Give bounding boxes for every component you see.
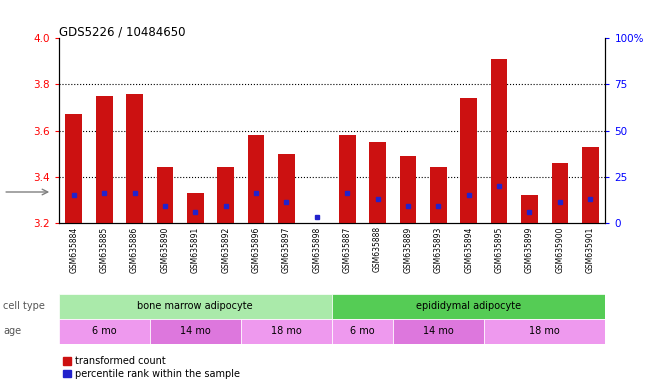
Bar: [65, 114, 82, 223]
Text: bone marrow adipocyte: bone marrow adipocyte: [137, 301, 253, 311]
Bar: [430, 167, 447, 223]
Bar: [156, 167, 173, 223]
Text: GSM635900: GSM635900: [555, 226, 564, 273]
Text: 14 mo: 14 mo: [180, 326, 211, 336]
Text: GSM635901: GSM635901: [586, 226, 595, 273]
Text: GSM635884: GSM635884: [69, 226, 78, 273]
Bar: [247, 135, 264, 223]
Text: GSM635887: GSM635887: [342, 226, 352, 273]
Text: GSM635888: GSM635888: [373, 226, 382, 272]
Legend: transformed count, percentile rank within the sample: transformed count, percentile rank withi…: [63, 356, 240, 379]
Bar: [582, 147, 599, 223]
Text: GSM635894: GSM635894: [464, 226, 473, 273]
Bar: [332, 319, 393, 344]
Bar: [59, 319, 150, 344]
Bar: [393, 319, 484, 344]
Bar: [460, 98, 477, 223]
Text: GSM635885: GSM635885: [100, 226, 109, 273]
Text: epididymal adipocyte: epididymal adipocyte: [416, 301, 521, 311]
Bar: [369, 142, 386, 223]
Text: GSM635895: GSM635895: [495, 226, 504, 273]
Text: cell type: cell type: [3, 301, 45, 311]
Text: GSM635891: GSM635891: [191, 226, 200, 273]
Text: 18 mo: 18 mo: [529, 326, 560, 336]
Text: GSM635896: GSM635896: [251, 226, 260, 273]
Text: GSM635889: GSM635889: [404, 226, 413, 273]
Text: GDS5226 / 10484650: GDS5226 / 10484650: [59, 25, 185, 38]
Bar: [551, 163, 568, 223]
Bar: [217, 167, 234, 223]
Text: GSM635899: GSM635899: [525, 226, 534, 273]
Text: GSM635898: GSM635898: [312, 226, 322, 273]
Bar: [241, 319, 332, 344]
Text: GSM635897: GSM635897: [282, 226, 291, 273]
Text: 18 mo: 18 mo: [271, 326, 302, 336]
Bar: [126, 94, 143, 223]
Bar: [484, 319, 605, 344]
Bar: [400, 156, 417, 223]
Text: GSM635892: GSM635892: [221, 226, 230, 273]
Bar: [96, 96, 113, 223]
Bar: [187, 193, 204, 223]
Bar: [491, 59, 508, 223]
Text: 6 mo: 6 mo: [92, 326, 117, 336]
Text: GSM635893: GSM635893: [434, 226, 443, 273]
Text: GSM635890: GSM635890: [160, 226, 169, 273]
Text: 14 mo: 14 mo: [423, 326, 454, 336]
Text: 6 mo: 6 mo: [350, 326, 375, 336]
Bar: [332, 294, 605, 319]
Bar: [150, 319, 241, 344]
Bar: [278, 154, 295, 223]
Text: GSM635886: GSM635886: [130, 226, 139, 273]
Bar: [59, 294, 332, 319]
Bar: [339, 135, 355, 223]
Bar: [521, 195, 538, 223]
Text: age: age: [3, 326, 21, 336]
